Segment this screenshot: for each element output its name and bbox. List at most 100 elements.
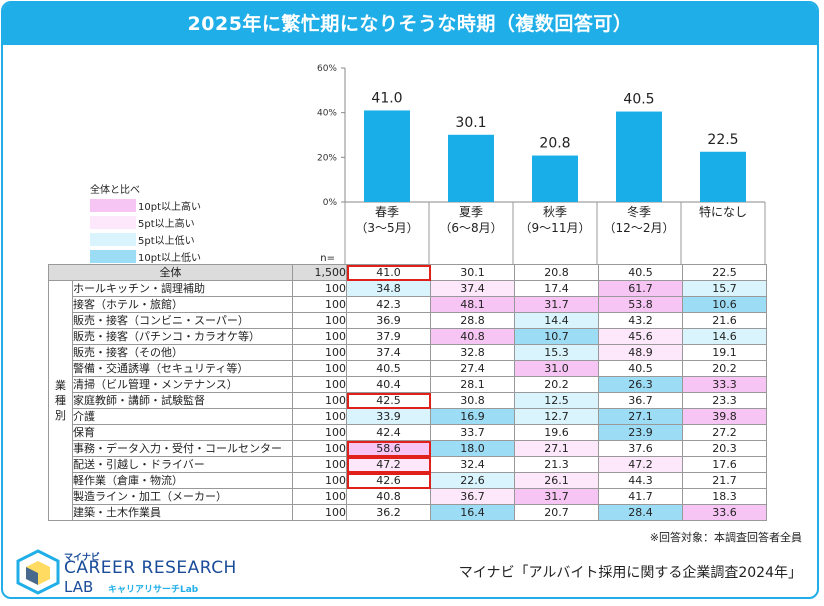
table-cell: 20.3 [682, 440, 767, 457]
table-cell: 32.4 [430, 456, 515, 473]
row-n: 100 [292, 488, 347, 505]
row-n: 1,500 [292, 264, 347, 281]
table-cell: 21.3 [514, 456, 599, 473]
y-tick-label: 20% [317, 153, 337, 163]
table-cell: 23.9 [598, 424, 683, 441]
table-row: 警備・交通誘導（セキュリティ等） 100 40.5 27.4 31.0 40.5 20.2 [49, 360, 767, 377]
table-row: 建築・土木作業員 100 36.2 16.4 20.7 28.4 33.6 [49, 504, 767, 521]
row-label: 清掃（ビル管理・メンテナンス） [72, 376, 293, 393]
table-cell: 30.8 [430, 392, 515, 409]
table-cell: 21.7 [682, 472, 767, 489]
data-table: 全体 1,500 41.0 30.1 20.8 40.5 22.5 業種別ホールキッチン・調理… [48, 264, 767, 521]
table-cell: 36.9 [346, 312, 431, 329]
legend-item: 10pt以上低い [90, 249, 201, 264]
table-cell: 31.0 [514, 360, 599, 377]
bar-value-label: 30.1 [455, 115, 486, 131]
n-header-label: n= [320, 253, 335, 264]
legend: 全体と比べ 10pt以上高い 5pt以上高い 5pt以上低い 10pt以上低い [90, 181, 201, 266]
bar [700, 151, 746, 202]
source-caption: マイナビ「アルバイト採用に関する企業調査2024年」 [458, 565, 802, 581]
row-label: 事務・データ入力・受付・コールセンター [72, 440, 293, 457]
table-cell: 15.3 [514, 344, 599, 361]
row-label: 家庭教師・講師・試験監督 [72, 392, 293, 409]
table-cell: 27.1 [598, 408, 683, 425]
row-n: 100 [292, 472, 347, 489]
table-cell: 61.7 [598, 280, 683, 297]
group-label: 業種別 [48, 280, 73, 521]
row-n: 100 [292, 456, 347, 473]
row-n: 100 [292, 280, 347, 297]
category-label: 春季 [375, 205, 399, 219]
table-cell: 33.3 [682, 376, 767, 393]
legend-label: 5pt以上高い [138, 218, 195, 230]
row-n: 100 [292, 424, 347, 441]
table-row: 保育 100 42.4 33.7 19.6 23.9 27.2 [49, 424, 767, 441]
legend-label: 10pt以上高い [138, 201, 201, 213]
row-n: 100 [292, 296, 347, 313]
category-label: 特になし [699, 204, 747, 219]
table-cell: 58.6 [346, 440, 431, 457]
table-row: 販売・接客（パチンコ・カラオケ等） 100 37.9 40.8 10.7 45.6 14.6 [49, 328, 767, 345]
y-tick-label: 40% [317, 109, 337, 119]
category-sublabel: （6～8月） [439, 221, 502, 235]
logo-lab: LAB [64, 578, 94, 596]
legend-swatch [90, 232, 136, 246]
table-cell: 15.7 [682, 280, 767, 297]
table-cell: 43.2 [598, 312, 683, 329]
row-label: 配送・引越し・ドライバー [72, 456, 293, 473]
row-label: 販売・接客（コンビニ・スーパー） [72, 312, 293, 329]
table-cell: 31.7 [514, 488, 599, 505]
table-cell: 12.5 [514, 392, 599, 409]
legend-swatch [90, 198, 136, 212]
table-cell: 34.8 [346, 280, 431, 297]
table-cell: 37.6 [598, 440, 683, 457]
row-n: 100 [292, 312, 347, 329]
row-label: 保育 [72, 424, 293, 441]
table-cell: 10.6 [682, 296, 767, 313]
table-cell: 40.8 [346, 488, 431, 505]
table-cell: 26.3 [598, 376, 683, 393]
legend-label: 5pt以上低い [138, 235, 195, 247]
table-row: 介護 100 33.9 16.9 12.7 27.1 39.8 [49, 408, 767, 425]
y-tick-label: 60% [317, 64, 337, 74]
table-cell: 39.8 [682, 408, 767, 425]
table-row-total: 全体 1,500 41.0 30.1 20.8 40.5 22.5 [48, 264, 767, 281]
table-row: 事務・データ入力・受付・コールセンター 100 58.6 18.0 27.1 37.6 20… [49, 440, 767, 457]
table-cell: 33.6 [682, 504, 767, 521]
table-row: 接客（ホテル・旅館） 100 42.3 48.1 31.7 53.8 10.6 [49, 296, 767, 313]
legend-item: 10pt以上高い [90, 198, 201, 213]
row-n: 100 [292, 328, 347, 345]
table-cell: 10.7 [514, 328, 599, 345]
row-label: 販売・接客（その他） [72, 344, 293, 361]
bar [532, 155, 578, 202]
category-label: 夏季 [459, 205, 483, 219]
table-cell: 12.7 [514, 408, 599, 425]
table-cell: 37.4 [430, 280, 515, 297]
table-cell: 40.5 [598, 360, 683, 377]
table-row: 業種別ホールキッチン・調理補助 100 34.8 37.4 17.4 61.7 15.7 [48, 280, 767, 521]
table-cell: 21.6 [682, 312, 767, 329]
bar-value-label: 20.8 [539, 136, 570, 152]
table-row: 家庭教師・講師・試験監督 100 42.5 30.8 12.5 36.7 23.3 [49, 392, 767, 409]
bar [364, 110, 410, 202]
legend-swatch [90, 215, 136, 229]
table-cell: 47.2 [598, 456, 683, 473]
bar-value-label: 22.5 [707, 132, 738, 148]
table-cell: 41.7 [598, 488, 683, 505]
table-cell: 42.4 [346, 424, 431, 441]
row-label: 建築・土木作業員 [72, 504, 293, 521]
table-cell: 14.4 [514, 312, 599, 329]
legend-label: 10pt以上低い [138, 252, 201, 264]
bar-value-label: 40.5 [623, 92, 654, 108]
legend-item: 5pt以上低い [90, 232, 201, 247]
table-cell: 45.6 [598, 328, 683, 345]
table-cell: 31.7 [514, 296, 599, 313]
row-label: 警備・交通誘導（セキュリティ等） [72, 360, 293, 377]
table-row: 清掃（ビル管理・メンテナンス） 100 40.4 28.1 20.2 26.3 33.3 [49, 376, 767, 393]
table-cell: 30.1 [430, 264, 515, 281]
bar [616, 111, 662, 202]
table-cell: 42.6 [346, 472, 431, 489]
y-tick-label: 0% [323, 198, 338, 208]
table-cell: 53.8 [598, 296, 683, 313]
